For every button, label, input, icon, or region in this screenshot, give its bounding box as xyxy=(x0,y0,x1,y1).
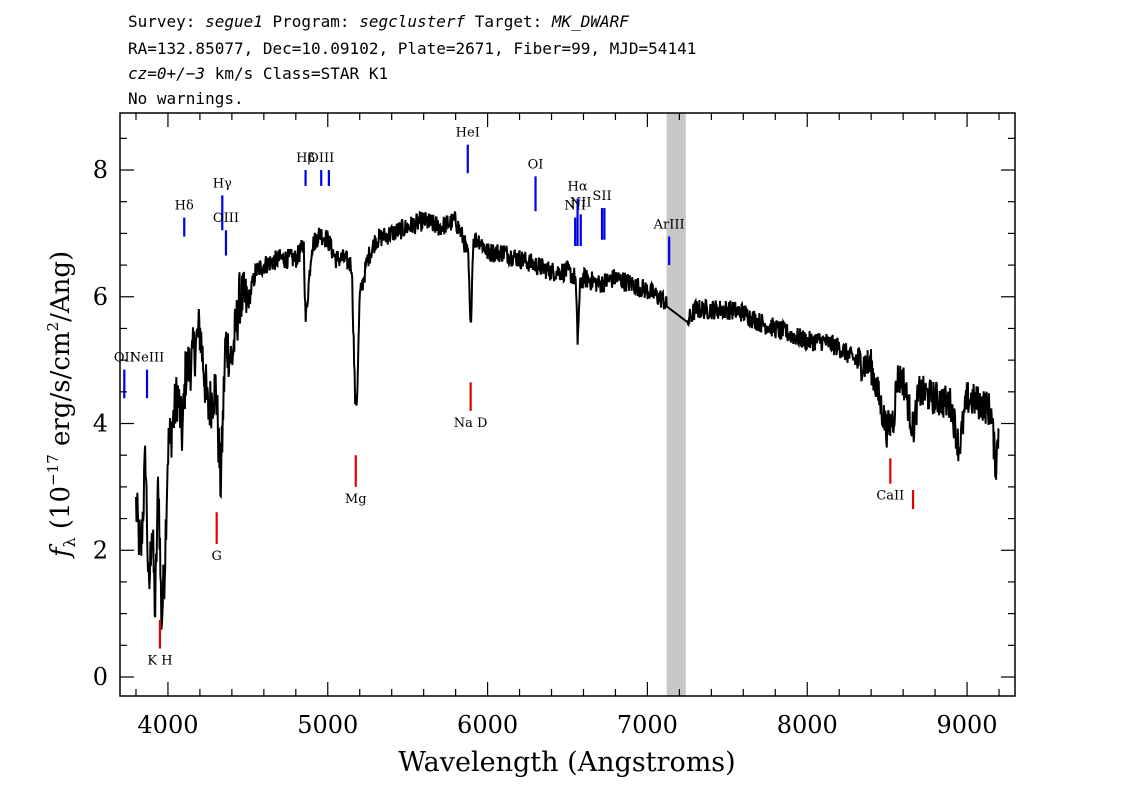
axis-ticks xyxy=(120,113,1015,696)
y-label-sub: λ xyxy=(60,537,79,547)
x-tick-label: 4000 xyxy=(137,711,198,739)
x-tick-labels: 4000 5000 6000 7000 8000 9000 xyxy=(137,711,997,739)
redshift-value: cz=0+/−3 xyxy=(128,64,206,83)
line-label: ArIII xyxy=(653,218,685,233)
y-tick-label: 0 xyxy=(93,663,108,691)
masked-band xyxy=(666,113,686,696)
class-value: km/s Class=STAR K1 xyxy=(205,64,389,83)
x-tick-label: 8000 xyxy=(777,711,838,739)
target-value: MK_DWARF xyxy=(551,12,629,31)
flux-line xyxy=(135,210,1000,630)
line-label: CaII xyxy=(876,489,904,504)
y-tick-label: 2 xyxy=(93,536,108,564)
line-label: Hγ xyxy=(213,176,232,191)
survey-label: Survey: xyxy=(128,12,206,31)
y-tick-label: 4 xyxy=(93,410,108,438)
x-tick-label: 9000 xyxy=(937,711,998,739)
x-tick-label: 5000 xyxy=(297,711,358,739)
line-label: G xyxy=(211,549,221,564)
target-label: Target: xyxy=(465,12,552,31)
line-label: Hβ xyxy=(296,151,315,166)
line-label: Hα xyxy=(568,180,588,195)
line-label: Na D xyxy=(454,416,488,431)
y-label-exp2: 2 xyxy=(44,322,62,332)
x-tick-label: 7000 xyxy=(617,711,678,739)
y-tick-labels: 0 2 4 6 8 xyxy=(93,156,108,691)
program-label: Program: xyxy=(262,12,360,31)
y-label-mid: erg/s/cm xyxy=(46,331,76,454)
header-survey-line: Survey: segue1 Program: segclusterf Targ… xyxy=(128,12,629,32)
line-label: NeIII xyxy=(130,351,164,366)
header-warnings-line: No warnings. xyxy=(128,89,244,108)
line-label: OI xyxy=(528,157,544,172)
line-label: HeI xyxy=(456,126,480,141)
plot-frame xyxy=(119,112,1016,697)
header-coords-line: RA=132.85077, Dec=10.09102, Plate=2671, … xyxy=(128,39,697,58)
program-value: segclusterf xyxy=(359,12,466,31)
line-label: Mg xyxy=(345,492,367,507)
line-label: K H xyxy=(147,653,172,668)
line-label: Hδ xyxy=(175,199,194,214)
x-tick-label: 6000 xyxy=(457,711,518,739)
header-redshift-line: cz=0+/−3 km/s Class=STAR K1 xyxy=(128,64,388,84)
y-axis-label: fλ (10−17 erg/s/cm2/Ang) xyxy=(44,251,79,559)
line-label: OIII xyxy=(308,151,334,166)
x-axis-label: Wavelength (Angstroms) xyxy=(398,747,735,778)
line-label: OII xyxy=(114,351,135,366)
y-tick-label: 8 xyxy=(93,156,108,184)
line-label: SII xyxy=(592,189,611,204)
y-label-exp: −17 xyxy=(44,454,62,486)
line-label: NII xyxy=(570,195,592,210)
line-label: NII xyxy=(564,199,586,214)
y-label-post: /Ang) xyxy=(46,251,76,322)
y-label-pre: (10 xyxy=(46,486,76,538)
line-label: OIII xyxy=(213,211,239,226)
y-tick-label: 6 xyxy=(93,283,108,311)
survey-value: segue1 xyxy=(205,12,263,31)
